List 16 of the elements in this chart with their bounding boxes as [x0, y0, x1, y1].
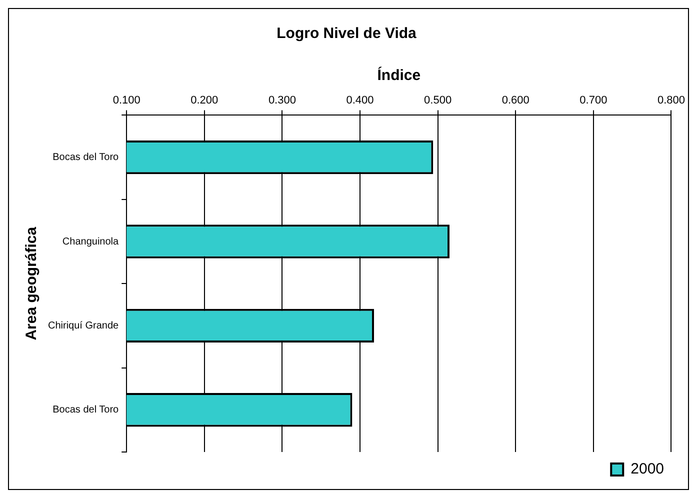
x-tick-label: 0.200: [190, 94, 218, 107]
x-tick-label: 0.600: [502, 94, 530, 107]
x-axis-title: Índice: [377, 66, 421, 84]
y-tick-label: Changuinola: [62, 236, 120, 248]
y-tick-label: Bocas del Toro: [52, 152, 120, 164]
y-axis-title: Area geográfica: [23, 226, 40, 340]
x-tick-label: 0.500: [424, 94, 452, 107]
chart-title: Logro Nivel de Vida: [276, 25, 418, 42]
x-tick-label: 0.100: [112, 94, 140, 107]
x-tick-label: 0.300: [268, 94, 296, 107]
y-tick-label: Chiriquí Grande: [48, 320, 120, 332]
x-tick-label: 0.400: [346, 94, 374, 107]
x-tick-label: 0.700: [580, 94, 608, 107]
legend-label: 2000: [630, 460, 664, 478]
y-tick-label: Bocas del Toro: [52, 404, 120, 416]
x-tick-label: 0.800: [657, 94, 685, 107]
